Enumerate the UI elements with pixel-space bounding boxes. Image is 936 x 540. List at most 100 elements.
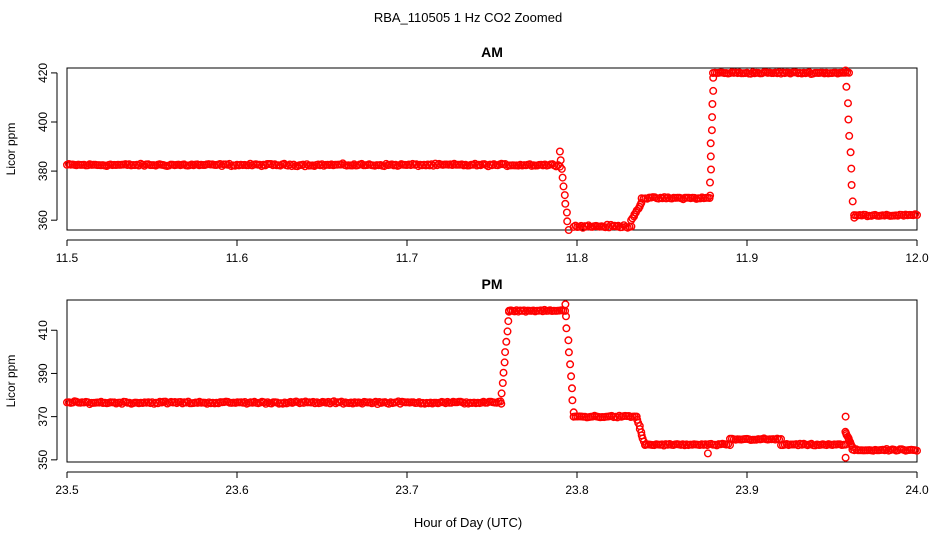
data-point	[630, 210, 639, 219]
data-point	[259, 398, 268, 407]
data-point	[460, 399, 469, 408]
data-point	[117, 399, 126, 408]
data-point	[709, 73, 718, 82]
data-point	[502, 337, 511, 346]
x-tick-label: 23.6	[225, 483, 249, 497]
data-point	[503, 327, 512, 336]
data-point	[562, 208, 571, 217]
y-tick-label: 370	[36, 406, 50, 426]
data-point	[280, 159, 289, 168]
x-axis: 23.5 23.6 23.7 23.8 23.9 24.0	[55, 471, 929, 497]
figure-x-axis-label: Hour of Day (UTC)	[414, 515, 522, 530]
data-point	[161, 397, 170, 406]
x-axis: 11.5 11.6 11.7 11.8 11.9 12.0	[56, 239, 929, 265]
data-point	[427, 160, 436, 169]
data-point	[706, 178, 715, 187]
data-point	[566, 360, 575, 369]
data-point	[302, 160, 311, 169]
data-point	[706, 191, 715, 200]
data-point	[560, 191, 569, 200]
data-point	[255, 160, 264, 169]
data-point	[637, 198, 646, 207]
data-point	[562, 312, 571, 321]
data-point	[569, 408, 578, 417]
data-point	[499, 368, 508, 377]
data-point	[559, 182, 568, 191]
data-point	[568, 396, 577, 405]
y-axis-label: Licor ppm	[4, 355, 18, 408]
data-point	[841, 453, 850, 462]
data-point	[564, 336, 573, 345]
data-point	[913, 210, 922, 219]
data-point	[462, 398, 471, 407]
plot-frame	[66, 67, 918, 231]
data-point	[498, 379, 507, 388]
y-tick-label: 410	[36, 320, 50, 340]
data-point	[140, 161, 149, 170]
data-point	[184, 397, 193, 406]
x-tick-label: 23.7	[395, 483, 419, 497]
x-tick-label: 11.7	[396, 251, 419, 265]
data-point	[913, 446, 922, 455]
x-tick-label: 23.5	[55, 483, 79, 497]
data-point	[148, 398, 157, 407]
data-point	[708, 99, 717, 108]
x-tick-label: 11.6	[226, 251, 249, 265]
y-axis: 360 380 400 420	[36, 63, 58, 230]
y-tick-label: 350	[36, 450, 50, 470]
data-point	[848, 197, 857, 206]
data-point	[562, 324, 571, 333]
y-tick-label: 360	[36, 210, 50, 230]
data-point	[844, 99, 853, 108]
y-tick-label: 400	[36, 112, 50, 132]
data-point	[318, 160, 327, 169]
data-point	[567, 372, 576, 381]
data-point	[844, 115, 853, 124]
data-point	[561, 300, 570, 309]
data-point	[246, 159, 255, 168]
data-point	[371, 397, 380, 406]
data-point	[240, 398, 249, 407]
figure-title: RBA_110505 1 Hz CO2 Zoomed	[374, 10, 562, 25]
data-point	[555, 147, 564, 156]
data-point	[357, 159, 366, 168]
y-tick-label: 420	[36, 63, 50, 83]
data-point	[412, 160, 421, 169]
x-tick-label: 11.9	[736, 251, 759, 265]
data-point	[561, 199, 570, 208]
data-point	[299, 398, 308, 407]
data-point	[329, 397, 338, 406]
panel-title: PM	[482, 276, 503, 292]
data-point	[525, 160, 534, 169]
data-point	[301, 162, 310, 171]
x-tick-label: 23.8	[565, 483, 589, 497]
data-point	[558, 173, 567, 182]
data-point	[708, 113, 717, 122]
data-point	[628, 214, 637, 223]
data-point	[807, 439, 816, 448]
data-point	[563, 217, 572, 226]
data-point	[847, 164, 856, 173]
data-point	[841, 412, 850, 421]
data-point	[568, 384, 577, 393]
data-point	[83, 398, 92, 407]
data-point	[841, 66, 850, 75]
data-point	[706, 139, 715, 148]
data-point	[618, 223, 627, 232]
data-point	[850, 213, 859, 222]
data-point	[845, 131, 854, 140]
data-point	[217, 161, 226, 170]
data-point	[846, 148, 855, 157]
data-point	[882, 445, 891, 454]
data-point	[577, 221, 586, 230]
x-tick-label: 11.5	[56, 251, 79, 265]
data-point	[299, 160, 308, 169]
data-point	[358, 399, 367, 408]
data-point	[134, 161, 143, 170]
data-point	[707, 126, 716, 135]
data-point	[176, 398, 185, 407]
data-point	[520, 306, 529, 315]
plot-frame	[66, 299, 918, 463]
y-axis-label: Licor ppm	[4, 123, 18, 176]
data-point	[324, 397, 333, 406]
